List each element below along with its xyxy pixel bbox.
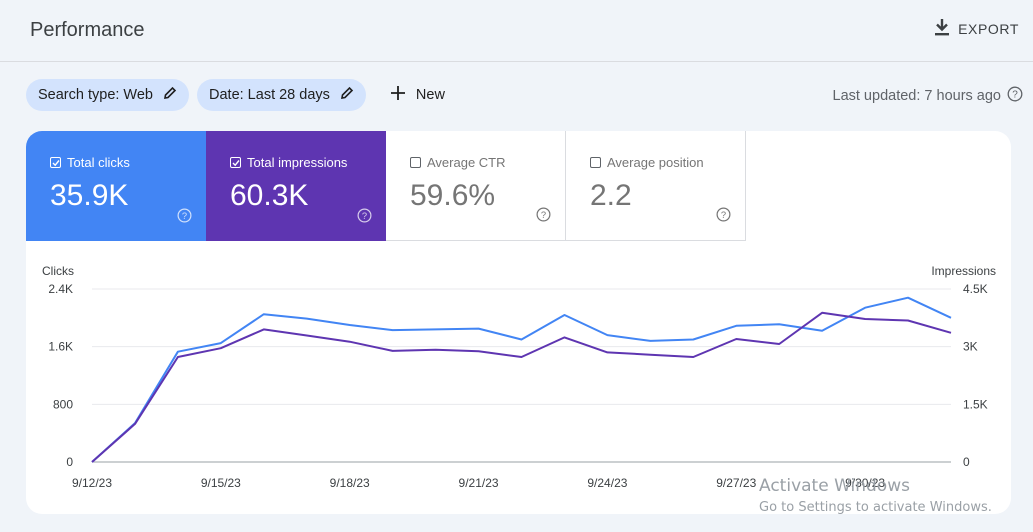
- metric-total-impressions[interactable]: Total impressions 60.3K ?: [206, 131, 386, 241]
- left-tick-label: 0: [66, 455, 73, 469]
- plus-icon: [390, 85, 406, 105]
- left-tick-label: 1.6K: [48, 340, 73, 354]
- download-icon: [934, 18, 950, 39]
- metric-label: Total clicks: [67, 155, 130, 170]
- new-filter-label: New: [415, 87, 445, 103]
- metric-label: Average position: [607, 155, 704, 170]
- checkbox-unchecked-icon[interactable]: [410, 157, 421, 168]
- date-range-label: Date: Last 28 days: [209, 87, 330, 103]
- watermark-title: Activate Windows: [759, 476, 910, 496]
- metric-value: 2.2: [590, 179, 632, 212]
- last-updated: Last updated: 7 hours ago ?: [833, 86, 1024, 106]
- metric-label: Total impressions: [247, 155, 348, 170]
- x-tick-label: 9/27/23: [716, 476, 756, 490]
- windows-activation-watermark: Activate Windows Go to Settings to activ…: [759, 476, 992, 515]
- left-tick-label: 2.4K: [48, 282, 73, 296]
- edit-pencil-icon: [340, 86, 354, 104]
- x-tick-label: 9/24/23: [587, 476, 627, 490]
- checkbox-checked-icon[interactable]: [50, 157, 61, 168]
- search-type-chip[interactable]: Search type: Web: [26, 79, 189, 111]
- export-button[interactable]: EXPORT: [934, 18, 1019, 39]
- left-tick-label: 800: [53, 397, 73, 411]
- metric-value: 35.9K: [50, 179, 129, 212]
- right-tick-label: 0: [963, 455, 970, 469]
- edit-pencil-icon: [163, 86, 177, 104]
- export-label: EXPORT: [958, 20, 1019, 37]
- performance-chart: Clicks Impressions 0 0 800 1.5K 1.6K 3K 2.4K 4.5K…: [26, 261, 1011, 514]
- series-line-impressions: [91, 311, 952, 463]
- performance-card: Total clicks 35.9K ? Total impressions 6…: [26, 131, 1011, 514]
- search-type-label: Search type: Web: [38, 87, 153, 103]
- x-tick-label: 9/15/23: [201, 476, 241, 490]
- date-range-chip[interactable]: Date: Last 28 days: [197, 79, 366, 111]
- x-tick-label: 9/30/23: [845, 476, 885, 490]
- help-icon[interactable]: ?: [357, 208, 372, 228]
- page-title: Performance: [30, 19, 145, 41]
- watermark-subtitle: Go to Settings to activate Windows.: [759, 500, 992, 515]
- new-filter-button[interactable]: New: [378, 79, 457, 111]
- filter-bar: Search type: Web Date: Last 28 days New: [26, 79, 457, 111]
- svg-text:?: ?: [721, 210, 726, 220]
- svg-text:?: ?: [362, 211, 367, 221]
- help-icon[interactable]: ?: [1007, 86, 1023, 106]
- metric-value: 59.6%: [410, 179, 496, 212]
- series-line-clicks: [91, 296, 952, 463]
- metric-value: 60.3K: [230, 179, 309, 212]
- left-axis-title: Clicks: [42, 264, 74, 278]
- metric-average-ctr[interactable]: Average CTR 59.6% ?: [386, 131, 566, 241]
- metric-tabs: Total clicks 35.9K ? Total impressions 6…: [26, 131, 746, 241]
- svg-text:?: ?: [541, 210, 546, 220]
- last-updated-text: Last updated: 7 hours ago: [832, 88, 1002, 104]
- help-icon[interactable]: ?: [536, 207, 551, 227]
- x-tick-label: 9/18/23: [330, 476, 370, 490]
- performance-chart-svg: Clicks Impressions 0 0 800 1.5K 1.6K 3K 2.4K 4.5K…: [42, 264, 996, 490]
- header-bar: Performance EXPORT: [0, 0, 1033, 62]
- right-tick-label: 1.5K: [963, 397, 988, 411]
- checkbox-checked-icon[interactable]: [230, 157, 241, 168]
- right-tick-label: 3K: [963, 340, 978, 354]
- svg-text:?: ?: [1012, 90, 1018, 101]
- help-icon[interactable]: ?: [177, 208, 192, 228]
- svg-text:?: ?: [182, 211, 187, 221]
- right-axis-title: Impressions: [931, 264, 996, 278]
- metric-total-clicks[interactable]: Total clicks 35.9K ?: [26, 131, 206, 241]
- x-tick-label: 9/21/23: [459, 476, 499, 490]
- x-tick-label: 9/12/23: [72, 476, 112, 490]
- metric-label: Average CTR: [427, 155, 506, 170]
- metric-average-position[interactable]: Average position 2.2 ?: [566, 131, 746, 241]
- help-icon[interactable]: ?: [716, 207, 731, 227]
- checkbox-unchecked-icon[interactable]: [590, 157, 601, 168]
- right-tick-label: 4.5K: [963, 282, 988, 296]
